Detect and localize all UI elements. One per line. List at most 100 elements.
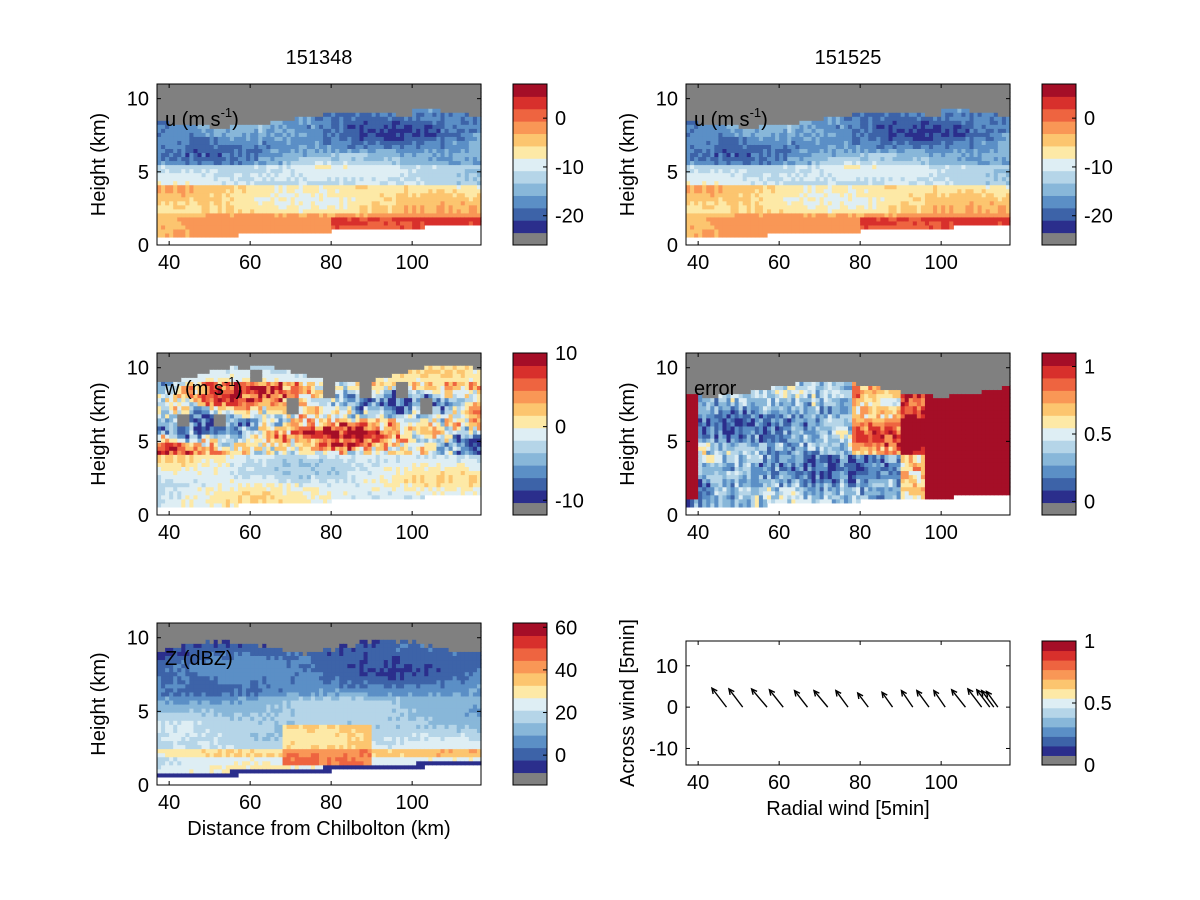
heatmap-cell xyxy=(860,100,865,105)
heatmap-cell xyxy=(343,204,348,210)
heatmap-cell xyxy=(714,92,719,97)
heatmap-cell xyxy=(217,184,223,190)
heatmap-cell xyxy=(476,116,482,121)
heatmap-cell xyxy=(831,192,837,198)
heatmap-cell xyxy=(432,196,438,202)
heatmap-cell xyxy=(775,176,780,182)
heatmap-cell xyxy=(379,140,385,145)
heatmap-cell xyxy=(876,116,881,121)
heatmap-cell xyxy=(722,172,728,178)
heatmap-cell xyxy=(343,184,348,190)
heatmap-cell xyxy=(157,188,162,194)
heatmap-cell xyxy=(173,152,178,158)
heatmap-cell xyxy=(391,104,397,109)
heatmap-cell xyxy=(197,192,203,198)
heatmap-cell xyxy=(302,152,308,158)
heatmap-cell xyxy=(718,104,724,109)
heatmap-cell xyxy=(319,140,324,145)
heatmap-cell xyxy=(331,140,336,145)
heatmap-cell xyxy=(161,204,166,210)
heatmap-cell xyxy=(197,144,203,150)
heatmap-cell xyxy=(229,88,235,93)
heatmap-cell xyxy=(436,176,442,182)
heatmap-cell xyxy=(868,104,873,109)
heatmap-cell xyxy=(379,96,385,101)
heatmap-cell xyxy=(827,92,833,97)
heatmap-cell xyxy=(359,224,365,230)
heatmap-cell xyxy=(359,196,365,202)
heatmap-cell xyxy=(404,108,409,113)
heatmap-cell xyxy=(274,228,280,234)
heatmap-cell xyxy=(310,84,316,89)
heatmap-cell xyxy=(217,208,223,214)
heatmap-cell xyxy=(476,92,482,97)
heatmap-cell xyxy=(811,92,817,97)
heatmap-cell xyxy=(710,176,715,182)
heatmap-cell xyxy=(472,92,478,97)
heatmap-cell xyxy=(823,120,829,125)
heatmap-cell xyxy=(460,144,466,150)
heatmap-cell xyxy=(795,88,800,93)
heatmap-cell xyxy=(900,124,906,129)
heatmap-cell xyxy=(173,112,178,117)
heatmap-cell xyxy=(359,160,365,166)
heatmap-cell xyxy=(270,212,276,218)
heatmap-cell xyxy=(468,204,474,210)
heatmap-cell xyxy=(262,96,267,101)
heatmap-cell xyxy=(452,192,458,198)
heatmap-cell xyxy=(468,192,474,198)
heatmap-cell xyxy=(278,204,284,210)
heatmap-cell xyxy=(331,220,336,226)
heatmap-cell xyxy=(811,196,817,202)
heatmap-cell xyxy=(428,104,433,109)
heatmap-cell xyxy=(734,124,740,129)
heatmap-cell xyxy=(775,188,780,194)
heatmap-cell xyxy=(750,152,756,158)
heatmap-cell xyxy=(742,140,748,145)
heatmap-cell xyxy=(754,156,760,162)
heatmap-cell xyxy=(343,216,348,222)
heatmap-cell xyxy=(892,196,898,202)
heatmap-cell xyxy=(456,192,462,198)
heatmap-cell xyxy=(424,208,429,214)
heatmap-cell xyxy=(464,152,470,158)
heatmap-cell xyxy=(395,112,401,117)
heatmap-cell xyxy=(383,116,389,121)
heatmap-cell xyxy=(815,228,821,234)
heatmap-cell xyxy=(302,100,308,105)
heatmap-cell xyxy=(856,172,861,178)
heatmap-cell xyxy=(165,112,170,117)
heatmap-cell xyxy=(391,176,397,182)
heatmap-cell xyxy=(363,224,369,230)
heatmap-cell xyxy=(456,116,462,121)
heatmap-cell xyxy=(864,212,869,218)
heatmap-cell xyxy=(730,232,736,238)
heatmap-cell xyxy=(201,144,207,150)
heatmap-cell xyxy=(387,116,393,121)
heatmap-cell xyxy=(868,180,873,186)
heatmap-cell xyxy=(827,176,833,182)
heatmap-cell xyxy=(391,216,397,222)
heatmap-cell xyxy=(730,124,736,129)
heatmap-cell xyxy=(383,136,389,141)
heatmap-cell xyxy=(290,84,296,89)
heatmap-cell xyxy=(209,124,215,129)
y-tick-label: 10 xyxy=(127,89,149,111)
heatmap-cell xyxy=(892,96,898,101)
heatmap-cell xyxy=(181,84,186,89)
heatmap-cell xyxy=(290,160,296,166)
heatmap-cell xyxy=(221,84,227,89)
heatmap-cell xyxy=(387,112,393,117)
colorbar-swatch xyxy=(513,220,547,234)
heatmap-cell xyxy=(428,212,433,218)
heatmap-cell xyxy=(868,176,873,182)
heatmap-cell xyxy=(718,112,724,117)
heatmap-cell xyxy=(319,168,324,174)
heatmap-cell xyxy=(323,88,328,93)
heatmap-cell xyxy=(799,144,805,150)
heatmap-cell xyxy=(395,200,401,206)
heatmap-cell xyxy=(286,172,292,178)
heatmap-cell xyxy=(771,148,776,154)
heatmap-cell xyxy=(319,124,324,129)
heatmap-cell xyxy=(189,172,195,178)
